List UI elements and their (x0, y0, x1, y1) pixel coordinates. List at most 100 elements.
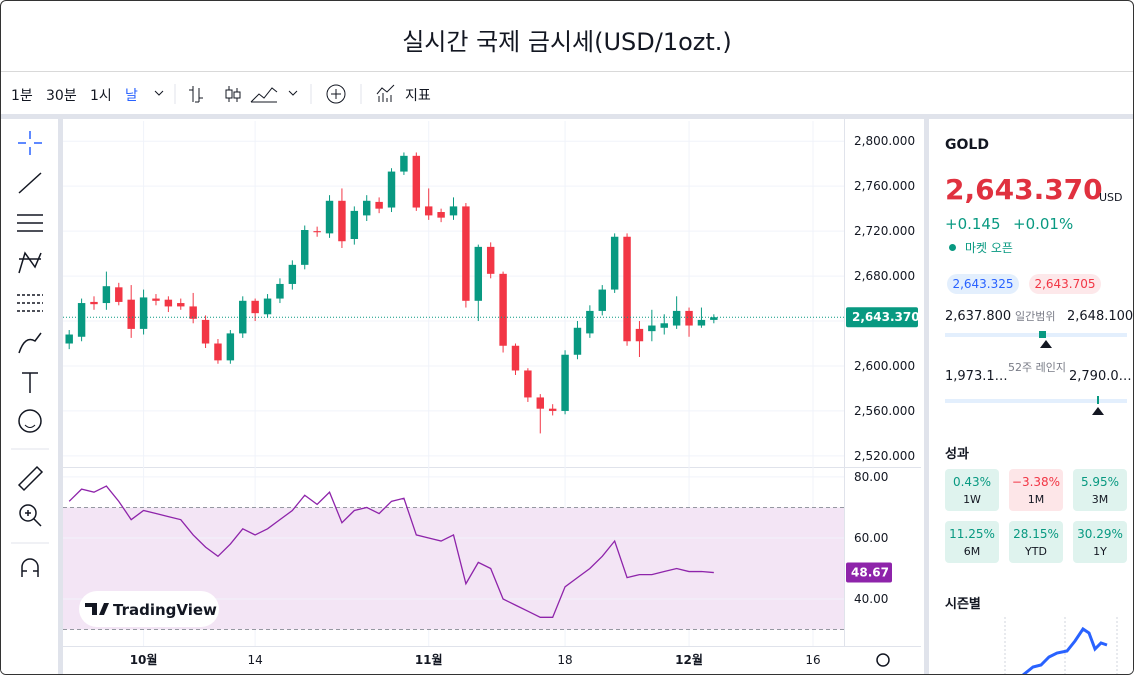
emoji-tool[interactable] (18, 409, 42, 433)
fib-tool[interactable] (17, 214, 43, 232)
candle-body (586, 310, 594, 334)
candle-body (77, 303, 86, 337)
candle-body (561, 354, 569, 411)
candle-body (164, 299, 173, 307)
year-range-label: 52주 레인지 (1008, 361, 1066, 374)
candle-body (598, 289, 606, 311)
bid-price: 2,643.325 (947, 274, 1019, 294)
candle-body (350, 210, 359, 239)
y-tick-label: 2,520.000 (854, 449, 915, 463)
x-tick-label: 11월 (415, 652, 443, 667)
interval-button[interactable]: 날 (125, 88, 138, 104)
symbol: GOLD (945, 137, 989, 153)
candle-body (65, 334, 73, 344)
candle-body (486, 246, 495, 274)
seasonal-title: 시즌별 (945, 597, 981, 612)
candle-body (610, 236, 619, 290)
candle-body (338, 200, 346, 242)
compare-icon[interactable] (331, 89, 341, 99)
performance-period: 1M (1027, 493, 1045, 506)
candle-body (548, 408, 557, 411)
grid-line (1004, 617, 1118, 674)
candle-body (660, 323, 668, 328)
interval-button[interactable]: 1분 (11, 88, 33, 104)
candle-body (672, 310, 681, 326)
candle-body (201, 319, 210, 344)
performance-value: 5.95% (1080, 475, 1120, 489)
y-tick-label: 2,720.000 (854, 224, 915, 238)
line-tool[interactable] (18, 172, 42, 194)
candle-body (623, 236, 631, 342)
day-range-low: 2,637.800 (945, 309, 1012, 324)
ruler-tool[interactable] (17, 465, 44, 492)
brush-tool[interactable] (18, 332, 42, 354)
candle-body (139, 297, 148, 329)
candle-body (276, 283, 284, 299)
price-change-percent: +0.01% (1013, 215, 1074, 233)
zoom-tool[interactable] (25, 510, 42, 527)
candle-body (437, 212, 445, 218)
candle-body (102, 286, 111, 304)
year-range-bar (945, 399, 1127, 403)
settings-icon[interactable] (876, 653, 890, 667)
page-title: 실시간 국제 금시세(USD/1ozt.) (1, 1, 1133, 72)
toolbar: 1분 30분 1시 날 지표 (1, 72, 1133, 115)
symbol-sidebar: GOLD 2,643.370 USD +0.145 +0.01% 마켓 오픈 2… (929, 119, 1133, 674)
candles-icon[interactable] (233, 91, 241, 99)
logo-mark (85, 603, 109, 615)
day-range-marker (1040, 340, 1052, 348)
candle-body (524, 370, 532, 398)
candle-body (697, 319, 706, 326)
candle-body (573, 327, 582, 355)
interval-button[interactable]: 30분 (46, 88, 77, 104)
day-range-fill (1039, 331, 1046, 338)
candle-body (511, 345, 520, 371)
candle-body (177, 303, 185, 307)
interval-button[interactable]: 1시 (90, 88, 112, 104)
pattern-tool[interactable] (18, 251, 42, 274)
candle-body (127, 299, 135, 329)
drawing-tools (1, 119, 58, 674)
performance-item: −3.38% 1M (1009, 469, 1063, 511)
currency: USD (1099, 191, 1123, 204)
indicators-icon[interactable] (376, 84, 395, 102)
status-dot (949, 244, 956, 251)
candles-icon[interactable] (225, 89, 233, 99)
crosshair-tool[interactable] (18, 131, 42, 155)
candle-body (239, 300, 247, 334)
magnet-tool[interactable] (21, 558, 39, 577)
dropdown-icon[interactable] (288, 90, 298, 96)
day-range-bar (945, 333, 1127, 337)
area-icon[interactable] (250, 87, 278, 103)
candle-body (251, 300, 259, 314)
emoji-tool[interactable] (24, 424, 36, 428)
text-tool[interactable] (22, 372, 38, 393)
candle-body (226, 333, 235, 361)
marker (1092, 407, 1104, 415)
performance-value: 0.43% (952, 475, 992, 489)
y-tick-label: 40.00 (854, 592, 888, 606)
rsi-badge (846, 562, 892, 583)
logo-box (79, 591, 219, 627)
zoom-tool[interactable] (19, 504, 37, 522)
indicators-button[interactable]: 지표 (405, 88, 431, 104)
candle-body (685, 310, 693, 326)
seasonal-line (1022, 626, 1108, 674)
y-tick-label: 2,800.000 (854, 134, 915, 148)
candle-body (412, 155, 421, 208)
prediction-tool[interactable] (17, 294, 43, 312)
performance-value: −3.38% (1011, 475, 1061, 489)
candle-body (387, 171, 396, 208)
compare-icon[interactable] (326, 84, 346, 104)
last-price-badge (846, 307, 918, 328)
bars-icon[interactable] (189, 86, 203, 103)
dropdown-icon[interactable] (154, 90, 164, 96)
market-status: 마켓 오픈 (965, 241, 1013, 255)
performance-item: 28.15% YTD (1009, 521, 1063, 563)
y-tick-label: 2,760.000 (854, 179, 915, 193)
year-range-high: 2,790.0… (1069, 369, 1132, 384)
x-tick-label: 10월 (130, 652, 158, 667)
candle-body (499, 273, 507, 346)
